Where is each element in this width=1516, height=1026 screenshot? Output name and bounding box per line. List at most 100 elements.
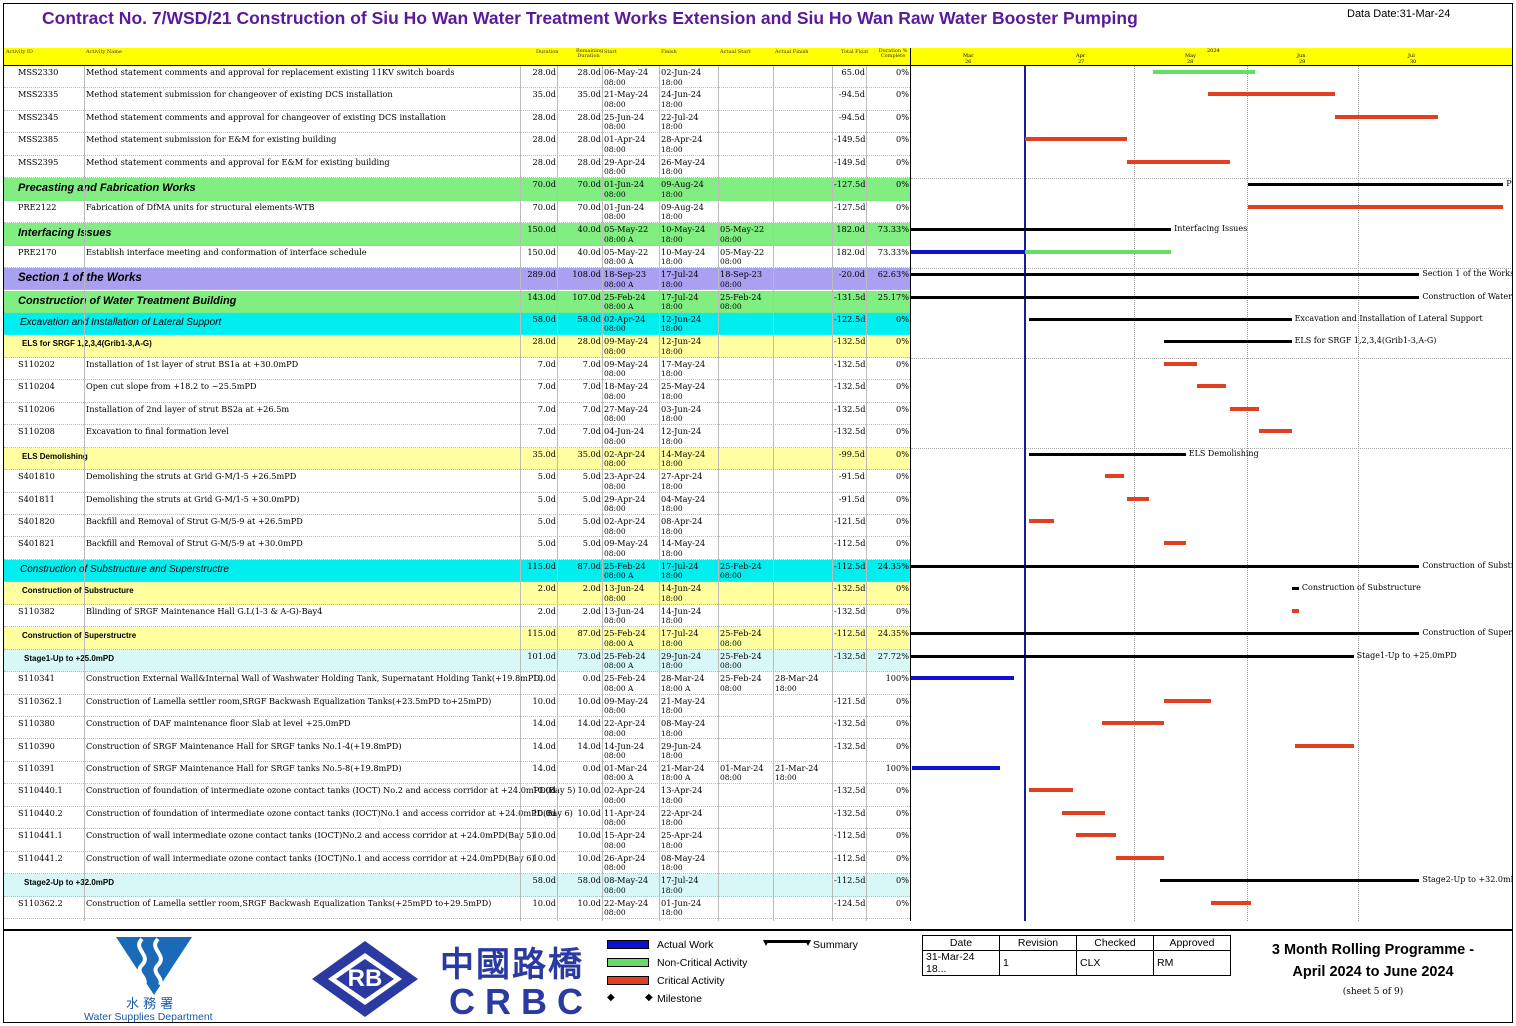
wbs-row[interactable]: Stage2-Up to +32.0mPD 58.0d 58.0d 08-May-24…	[4, 874, 910, 897]
activity-row[interactable]: S110441.2 Construction of wall intermedia…	[4, 851, 910, 875]
start-date: 04-Jun-24 08:00	[604, 426, 644, 446]
col-header-actual-finish[interactable]: Actual Finish	[775, 49, 809, 55]
summary-bar[interactable]	[1028, 452, 1186, 456]
crit-bar[interactable]	[1163, 698, 1212, 703]
activity-row[interactable]: PRE2170 Establish interface meeting and c…	[4, 245, 910, 269]
col-header-finish[interactable]: Finish	[661, 49, 677, 55]
summary-bar[interactable]	[911, 228, 1172, 232]
crit-bar[interactable]	[1229, 406, 1259, 411]
summary-bar[interactable]	[1247, 183, 1504, 187]
activity-row[interactable]: S110441.1 Construction of wall intermedia…	[4, 829, 910, 852]
crit-bar[interactable]	[1025, 137, 1128, 142]
crit-bar[interactable]	[1076, 833, 1117, 838]
col-header-remaining[interactable]: Remaining Duration	[576, 48, 604, 59]
duration-value: 2.0d	[537, 605, 556, 616]
percent-complete: 25.17%	[867, 292, 909, 303]
crit-bar[interactable]	[1028, 788, 1073, 793]
activity-row[interactable]: PRE2122 Fabrication of DfMA units for str…	[4, 200, 910, 224]
activity-row[interactable]: S110440.1 Construction of foundation of i…	[4, 784, 910, 807]
crit-bar[interactable]	[1163, 541, 1186, 546]
activity-row[interactable]: S401811 Demolishing the struts at Grid G-…	[4, 492, 910, 515]
remaining-duration: 10.0d	[559, 853, 601, 864]
activity-row[interactable]: S110380 Construction of DAF maintenance f…	[4, 717, 910, 740]
activity-row[interactable]: S110341 Construction External Wall&Intern…	[4, 672, 910, 695]
actual-bar[interactable]	[911, 676, 1015, 681]
wbs-row[interactable]: Precasting and Fabrication Works 70.0d 70.…	[4, 178, 910, 201]
crit-bar[interactable]	[1127, 159, 1230, 164]
activity-row[interactable]: S110382 Blinding of SRGF Maintenance Hall…	[4, 604, 910, 628]
wbs-row[interactable]: ELS for SRGF 1,2,3,4(Grib1-3,A-G) 28.0d 28…	[4, 335, 910, 358]
crit-bar[interactable]	[1061, 810, 1106, 815]
activity-row[interactable]: MSS2345 Method statement comments and app…	[4, 110, 910, 134]
summary-bar[interactable]	[911, 632, 1420, 636]
wbs-row[interactable]: ELS Demolishing 35.0d 35.0d 02-Apr-24 08:00 1…	[4, 447, 910, 471]
crit-bar[interactable]	[1116, 855, 1164, 860]
col-header-duration[interactable]: Duration	[536, 49, 559, 55]
wbs-row[interactable]: Construction of Substructure 2.0d 2.0d 13-J…	[4, 582, 910, 605]
activity-row[interactable]: S401810 Demolishing the struts at Grid G-…	[4, 470, 910, 493]
summary-bar[interactable]	[911, 654, 1354, 658]
finish-date-value: 22-Apr-24	[661, 807, 703, 818]
summary-bar[interactable]	[1291, 587, 1299, 591]
crit-bar[interactable]	[1295, 743, 1354, 748]
activity-row[interactable]: S110362.2 Construction of Lamella settler…	[4, 896, 910, 920]
col-header-name[interactable]: Activity Name	[86, 49, 122, 55]
activity-row[interactable]: S110440.2 Construction of foundation of i…	[4, 806, 910, 830]
activity-name-value: Method statement comments and approval f…	[86, 111, 446, 122]
activity-row[interactable]: S110202 Installation of 1st layer of stru…	[4, 357, 910, 381]
col-header-actual-start[interactable]: Actual Start	[720, 49, 751, 55]
crit-bar[interactable]	[1211, 900, 1252, 905]
summary-bar[interactable]	[911, 564, 1420, 568]
actual-bar[interactable]	[911, 249, 1026, 254]
percent-complete: 0%	[867, 830, 909, 841]
crit-bar[interactable]	[1291, 608, 1299, 613]
noncrit-bar[interactable]	[1025, 249, 1172, 254]
col-header-percent[interactable]: Duration % Complete	[878, 48, 908, 59]
crit-bar[interactable]	[1207, 92, 1336, 97]
wbs-row[interactable]: Construction of Substructure and Superst…	[4, 559, 910, 583]
activity-row[interactable]: S110206 Installation of 2nd layer of stru…	[4, 402, 910, 426]
col-header-start[interactable]: Start	[604, 49, 617, 55]
activity-row[interactable]: S110362.1 Construction of Lamella settler…	[4, 694, 910, 718]
summary-bar[interactable]	[1160, 879, 1420, 883]
activity-id: PRE2122	[18, 202, 57, 213]
summary-bar[interactable]	[1028, 317, 1292, 321]
wbs-row[interactable]: Excavation and Installation of Lateral S…	[4, 312, 910, 336]
activity-row[interactable]: S110391 Construction of SRGF Maintenance …	[4, 761, 910, 785]
col-header-total-float[interactable]: Total Float	[841, 49, 869, 55]
legend-crit-label: Critical Activity	[657, 975, 725, 987]
crit-bar[interactable]	[1105, 474, 1124, 479]
percent-complete-value: 0%	[896, 67, 909, 77]
summary-bar[interactable]	[1163, 340, 1292, 344]
summary-bar[interactable]	[911, 295, 1420, 299]
summary-bar[interactable]	[911, 273, 1420, 277]
activity-row[interactable]: S110390 Construction of SRGF Maintenance …	[4, 739, 910, 762]
activity-row[interactable]: S401821 Backfill and Removal of Strut G-M…	[4, 537, 910, 560]
crit-bar[interactable]	[1258, 429, 1292, 434]
crit-bar[interactable]	[1335, 114, 1438, 119]
crit-bar[interactable]	[1247, 204, 1504, 209]
noncrit-bar[interactable]	[1152, 70, 1256, 74]
crit-bar[interactable]	[1101, 721, 1164, 726]
col-header-id[interactable]: Activity ID	[6, 49, 33, 55]
crit-bar[interactable]	[1196, 384, 1226, 389]
wbs-row[interactable]: Construction of Water Treatment Building…	[4, 290, 910, 313]
activity-row[interactable]: S110204 Open cut slope from +18.2 to ~25.…	[4, 380, 910, 403]
remaining-duration-value: 10.0d	[577, 785, 601, 796]
activity-row[interactable]: MSS2330 Method statement comments and app…	[4, 66, 910, 89]
finish-date-value: 17-Jul-24	[661, 269, 699, 280]
wbs-row[interactable]: Stage1-Up to +25.0mPD 101.0d 73.0d 25-Feb-2…	[4, 649, 910, 673]
activity-row[interactable]: MSS2395 Method statement comments and app…	[4, 155, 910, 179]
activity-row[interactable]: S401820 Backfill and Removal of Strut G-M…	[4, 515, 910, 538]
crit-bar[interactable]	[1163, 361, 1197, 366]
crit-bar[interactable]	[1127, 496, 1150, 501]
wbs-row[interactable]: Construction of Superstructre 115.0d 87.0d…	[4, 627, 910, 650]
actual-bar[interactable]	[912, 765, 1000, 770]
finish-date: 22-Jul-24 18:00	[661, 112, 699, 132]
activity-row[interactable]: S110208 Excavation to final formation lev…	[4, 425, 910, 448]
activity-row[interactable]: MSS2335 Method statement submission for c…	[4, 88, 910, 111]
wbs-row[interactable]: Interfacing Issues 150.0d 40.0d 05-May-22 08…	[4, 223, 910, 246]
activity-row[interactable]: MSS2385 Method statement submission for E…	[4, 133, 910, 156]
crit-bar[interactable]	[1028, 519, 1055, 523]
wbs-row[interactable]: Section 1 of the Works 289.0d 108.0d 18-Sep…	[4, 268, 910, 291]
